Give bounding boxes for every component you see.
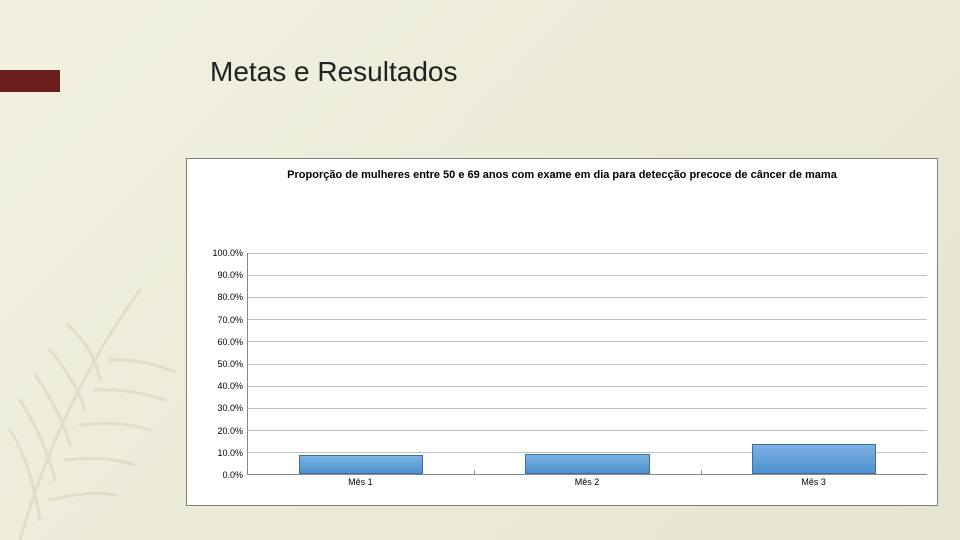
bar [299,455,423,474]
bar [752,444,876,474]
y-tick-label: 0.0% [222,470,243,480]
gridline [248,364,927,365]
chart-panel: Proporção de mulheres entre 50 e 69 anos… [186,158,938,506]
gridline [248,253,927,254]
gridline [248,386,927,387]
slide-title: Metas e Resultados [210,56,457,88]
y-tick-label: 10.0% [217,448,243,458]
x-separator-tick [474,470,475,474]
y-tick-label: 60.0% [217,337,243,347]
gridline [248,408,927,409]
bar [525,454,649,474]
gridline [248,430,927,431]
y-tick-label: 20.0% [217,426,243,436]
gridline [248,319,927,320]
y-tick-label: 80.0% [217,292,243,302]
y-tick-label: 70.0% [217,315,243,325]
y-tick-label: 100.0% [212,248,243,258]
plot-area-wrap: 0.0% 10.0% 20.0% 30.0% 40.0% 50.0% 60.0% 70.0% 8… [197,253,927,491]
y-tick-label: 90.0% [217,270,243,280]
accent-tab [0,70,60,92]
y-tick-label: 50.0% [217,359,243,369]
gridline [248,341,927,342]
y-axis: 0.0%10.0%20.0%30.0%40.0%50.0%60.0%70.0%8… [197,253,247,475]
leaf-decoration [0,280,200,540]
x-separator-tick [701,470,702,474]
x-tick-label: Mês 2 [575,477,600,487]
x-axis: Mês 1 Mês 2 Mês 3 [247,477,927,491]
x-tick-label: Mês 1 [348,477,373,487]
y-tick-label: 40.0% [217,381,243,391]
chart-title: Proporção de mulheres entre 50 e 69 anos… [187,169,937,181]
x-tick-label: Mês 3 [801,477,826,487]
y-tick-label: 30.0% [217,403,243,413]
slide: Metas e Resultados Proporção de mulheres… [0,0,960,540]
plot-area [247,253,927,475]
gridline [248,297,927,298]
gridline [248,275,927,276]
